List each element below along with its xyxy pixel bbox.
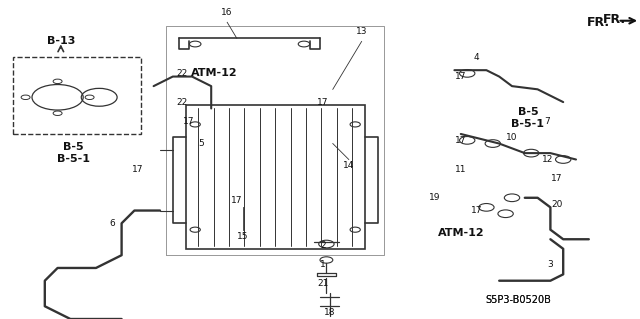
Text: FR.: FR.	[603, 13, 626, 26]
Text: 4: 4	[474, 53, 479, 62]
Text: B-5
B-5-1: B-5 B-5-1	[511, 107, 545, 129]
Text: 16: 16	[221, 8, 233, 17]
Text: 12: 12	[541, 155, 553, 164]
Text: 14: 14	[343, 161, 355, 170]
Text: 2: 2	[321, 241, 326, 250]
Text: 21: 21	[317, 279, 329, 288]
Text: B-13: B-13	[47, 36, 75, 47]
Bar	[186, 105, 365, 249]
Text: 19: 19	[429, 193, 441, 202]
Text: FR.: FR.	[587, 16, 610, 29]
Text: S5P3-B0520B: S5P3-B0520B	[486, 295, 551, 305]
Text: 18: 18	[324, 308, 335, 317]
Text: S5P3-B0520B: S5P3-B0520B	[486, 295, 551, 305]
Text: 17: 17	[455, 72, 467, 81]
Text: 17: 17	[455, 136, 467, 145]
Text: 22: 22	[177, 69, 188, 78]
Text: 17: 17	[471, 206, 483, 215]
Text: 5: 5	[199, 139, 204, 148]
Text: 13: 13	[356, 27, 367, 36]
Text: 1: 1	[321, 260, 326, 269]
Text: 3: 3	[548, 260, 553, 269]
Text: 22: 22	[177, 98, 188, 107]
Bar	[13, 57, 141, 134]
Text: ATM-12: ATM-12	[438, 228, 484, 238]
Text: 7: 7	[545, 117, 550, 126]
Text: 17: 17	[551, 174, 563, 183]
Text: 17: 17	[132, 165, 143, 174]
Text: 11: 11	[455, 165, 467, 174]
Text: ATM-12: ATM-12	[191, 68, 237, 78]
Text: 10: 10	[506, 133, 518, 142]
Text: B-5
B-5-1: B-5 B-5-1	[57, 142, 90, 164]
Text: 17: 17	[317, 98, 329, 107]
Text: 20: 20	[551, 200, 563, 209]
Text: 15: 15	[237, 232, 249, 241]
Text: 17: 17	[231, 197, 243, 205]
Text: 17: 17	[183, 117, 195, 126]
Text: 6: 6	[109, 219, 115, 228]
